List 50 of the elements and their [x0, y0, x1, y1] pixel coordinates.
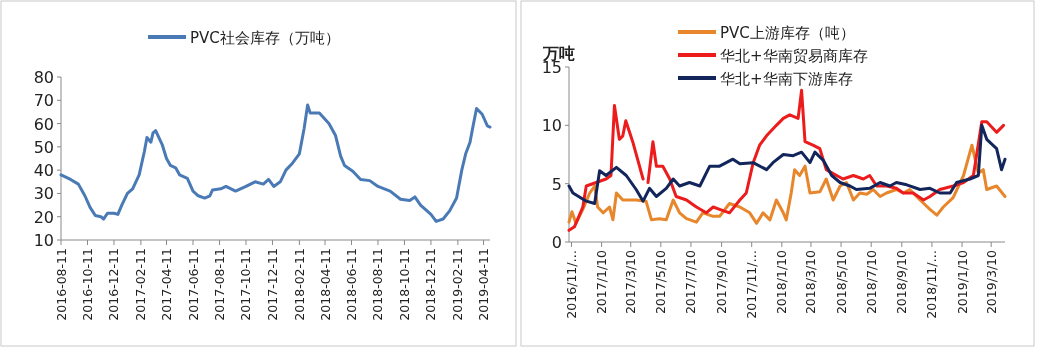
y-tick-label: 30: [33, 184, 54, 204]
x-tick-label: 2018/1/10: [774, 249, 790, 315]
x-tick-label: 2017-08-11: [211, 248, 227, 321]
x-tick-label: 2017/1/10: [594, 249, 610, 315]
x-tick-label: 2016/11/…: [563, 250, 579, 319]
x-tick-label: 2019-04-11: [475, 248, 491, 321]
x-tick-label: 2018/5/10: [833, 249, 849, 315]
y-tick-label: 10: [541, 116, 562, 136]
x-tick-label: 2016-08-11: [53, 248, 69, 321]
x-tick-label: 2019/3/10: [983, 249, 999, 315]
x-tick-label: 2017/9/10: [714, 249, 730, 315]
x-tick-label: 2018-12-11: [423, 248, 439, 321]
x-tick-label: 2017-06-11: [185, 248, 201, 321]
x-tick-label: 2017/7/10: [683, 249, 699, 315]
x-tick-label: 2017-12-11: [264, 248, 280, 321]
legend-label: 华北+华南贸易商库存: [720, 47, 868, 65]
y-tick-label: 10: [33, 231, 54, 250]
x-tick-label: 2019/1/10: [954, 249, 970, 315]
x-tick-label: 2016-10-11: [79, 248, 95, 321]
x-tick-label: 2017/3/10: [623, 249, 639, 315]
x-tick-label: 2018-04-11: [317, 248, 333, 321]
legend: PVC社会库存（万吨）: [148, 29, 340, 47]
y-tick-label: 60: [33, 114, 54, 134]
x-tick-label: 2018/9/10: [894, 249, 910, 315]
x-tick-label: 2018-10-11: [396, 248, 412, 321]
x-tick-label: 2018-06-11: [343, 248, 359, 321]
x-tick-label: 2018-02-11: [291, 248, 307, 321]
legend-label: PVC社会库存（万吨）: [190, 29, 340, 47]
x-tick-label: 2018/7/10: [863, 249, 879, 315]
x-tick-label: 2017-02-11: [133, 248, 149, 321]
y-tick-label: 80: [33, 68, 54, 87]
y-tick-label: 50: [33, 137, 54, 157]
x-tick-label: 2016-12-11: [106, 248, 122, 321]
y-tick-label: 20: [33, 207, 54, 227]
x-tick-label: 2017-10-11: [238, 248, 254, 321]
x-tick-label: 2017-04-11: [159, 248, 175, 321]
x-tick-label: 2017/11/…: [744, 250, 760, 319]
line-series: [59, 103, 492, 223]
legend-label: PVC上游库存（吨）: [720, 24, 855, 42]
x-tick-label: 2019-02-11: [450, 248, 466, 321]
y-tick-label: 0: [551, 233, 562, 252]
y-tick-label: 5: [551, 174, 562, 194]
x-tick-label: 2017/5/10: [653, 249, 669, 315]
y-tick-label: 70: [33, 91, 54, 111]
x-tick-label: 2018/3/10: [803, 249, 819, 315]
line-series: [567, 123, 1007, 205]
y-tick-label: 40: [33, 161, 54, 181]
x-tick-label: 2018/11/…: [924, 250, 940, 319]
x-tick-label: 2018-08-11: [370, 248, 386, 321]
legend-label: 华北+华南下游库存: [720, 70, 853, 88]
